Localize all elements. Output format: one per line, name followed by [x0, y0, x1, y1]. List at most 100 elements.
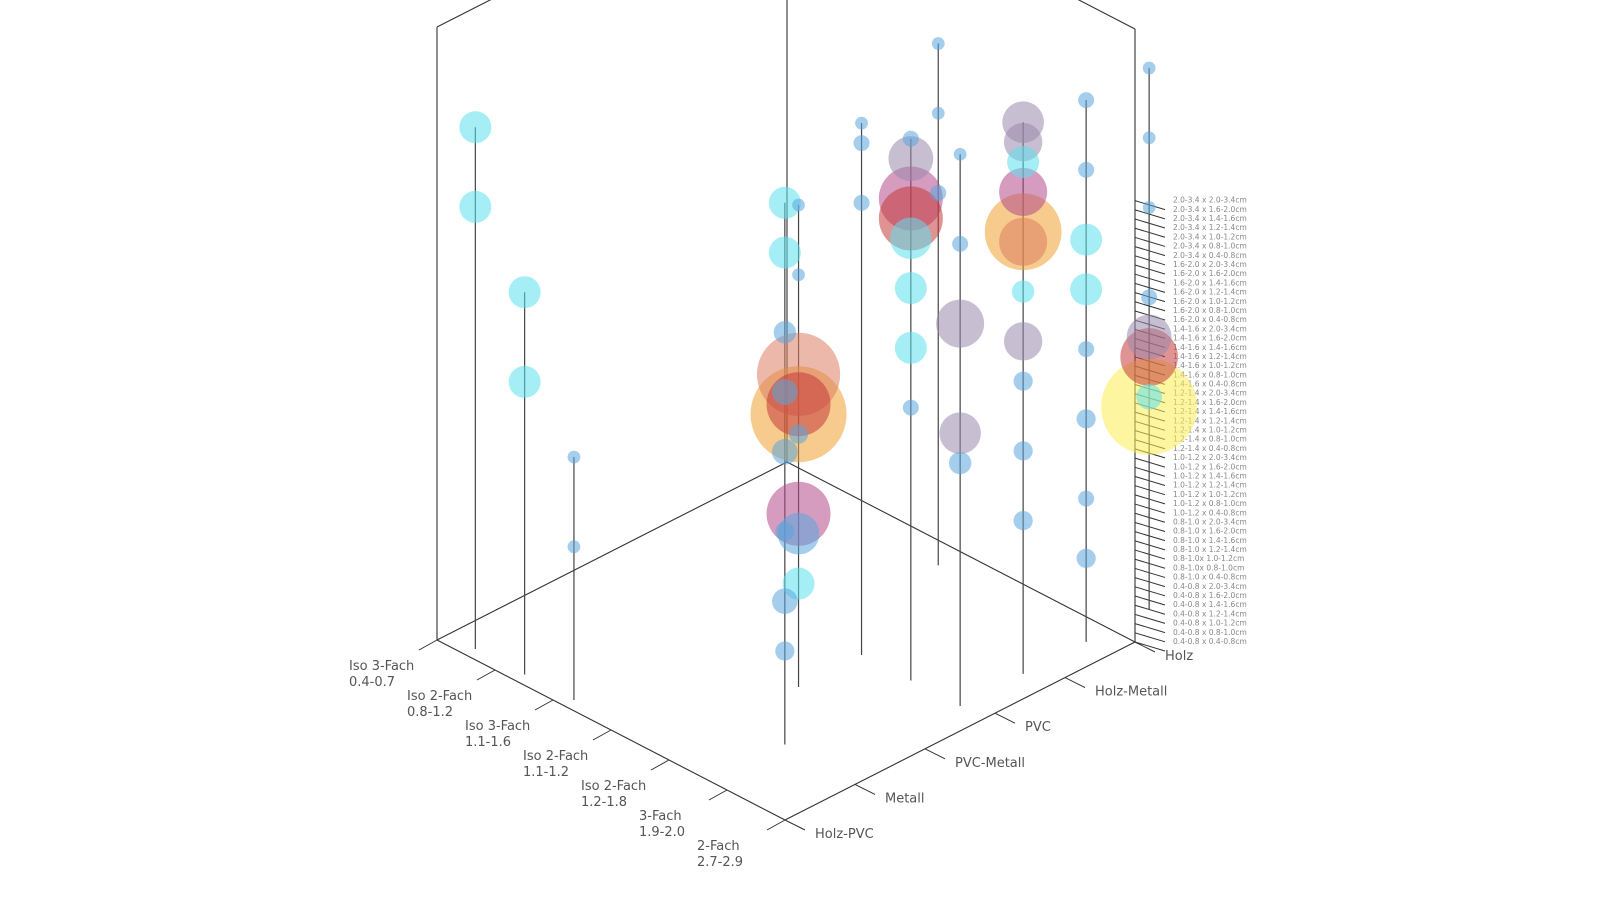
z-tick	[1134, 273, 1166, 284]
z-tick	[1134, 218, 1166, 229]
z-tick-label: 0.8-1.0 x 1.6-2.0cm	[1173, 527, 1247, 536]
z-tick-label: 0.4-0.8 x 2.0-3.4cm	[1173, 582, 1247, 591]
z-tick-label: 0.8-1.0 x 1.4-1.6cm	[1173, 536, 1247, 545]
bubble-point	[902, 130, 919, 147]
bubble-point	[931, 37, 945, 50]
z-tick-label: 1.0-1.2 x 0.8-1.0cm	[1173, 499, 1247, 508]
bubble-point	[773, 321, 797, 344]
bubble-point	[1013, 441, 1033, 461]
x-tick	[708, 789, 728, 801]
bubble-point	[1126, 314, 1172, 360]
y-tick-label: Holz-PVC	[815, 827, 874, 842]
box-edge-3	[786, 461, 1136, 643]
z-tick-label: 0.8-1.0 x 1.2-1.4cm	[1173, 545, 1247, 554]
z-tick-label: 1.4-1.6 x 1.6-2.0cm	[1173, 334, 1247, 343]
z-tick-label: 1.2-1.4 x 1.2-1.4cm	[1173, 416, 1247, 425]
z-tick-label: 1.4-1.6 x 1.0-1.2cm	[1173, 361, 1247, 370]
bubble-point	[1078, 341, 1095, 358]
x-tick-label: Iso 2-Fach 0.8-1.2	[407, 689, 472, 720]
z-tick-label: 0.4-0.8 x 1.0-1.2cm	[1173, 619, 1247, 628]
z-tick-label: 1.6-2.0 x 1.2-1.4cm	[1173, 288, 1247, 297]
z-tick-label: 2.0-3.4 x 1.4-1.6cm	[1173, 214, 1247, 223]
bubble-point	[999, 217, 1048, 266]
bubble-point	[1142, 201, 1156, 214]
y-tick-label: Holz-Metall	[1095, 685, 1167, 700]
z-tick-label: 1.4-1.6 x 1.4-1.6cm	[1173, 343, 1247, 352]
z-tick-label: 1.6-2.0 x 0.4-0.8cm	[1173, 315, 1247, 324]
bubble-point	[890, 217, 932, 260]
y-tick-label: Metall	[885, 791, 925, 806]
z-tick	[1134, 531, 1166, 542]
bubbles	[459, 37, 1198, 661]
bubble-point	[931, 106, 945, 120]
z-tick-label: 1.4-1.6 x 0.8-1.0cm	[1173, 370, 1247, 379]
z-tick-label: 1.6-2.0 x 0.8-1.0cm	[1173, 306, 1247, 315]
bubble-point	[1011, 280, 1035, 303]
z-tick	[1134, 494, 1166, 505]
z-tick-label: 1.0-1.2 x 1.6-2.0cm	[1173, 462, 1247, 471]
bubble-point	[888, 136, 934, 182]
x-tick-label: Iso 3-Fach 0.4-0.7	[349, 659, 414, 690]
bubble-point	[772, 379, 798, 405]
bubble-point	[788, 424, 809, 444]
z-tick	[1134, 623, 1166, 634]
bubble-point	[855, 116, 868, 130]
y-tick	[924, 748, 946, 760]
bubble-point	[936, 299, 985, 348]
z-tick	[1134, 577, 1166, 588]
bubble-point	[768, 236, 801, 269]
y-tick	[994, 712, 1016, 724]
z-tick-label: 2.0-3.4 x 1.0-1.2cm	[1173, 232, 1247, 241]
x-tick	[476, 669, 496, 681]
z-tick	[1134, 227, 1166, 238]
bubble-point	[508, 276, 541, 309]
z-tick	[1134, 641, 1166, 652]
z-tick-label: 1.2-1.4 x 1.6-2.0cm	[1173, 398, 1247, 407]
bubble-point	[853, 194, 870, 211]
z-tick	[1134, 521, 1166, 532]
z-tick	[1134, 301, 1166, 312]
bubble-point	[775, 641, 795, 661]
y-tick	[854, 783, 876, 795]
z-tick-label: 0.4-0.8 x 1.6-2.0cm	[1173, 591, 1247, 600]
z-tick	[1134, 264, 1166, 275]
bubble-point	[792, 268, 805, 282]
x-tick	[534, 699, 554, 711]
y-axis: Holz-PVC Metall PVC-Metall PVC Holz-Metall Ho…	[784, 641, 1193, 842]
z-tick	[1134, 503, 1166, 514]
bubble-point	[999, 167, 1048, 216]
box-edge-2	[436, 461, 788, 641]
bubble-point	[1078, 161, 1095, 178]
z-tick-label: 0.8-1.0 x 0.4-0.8cm	[1173, 573, 1247, 582]
z-tick	[1134, 236, 1166, 247]
bubble-point	[775, 521, 795, 542]
bubble-point	[1142, 131, 1156, 145]
bubble-point	[1078, 490, 1095, 507]
z-tick-label: 1.6-2.0 x 1.0-1.2cm	[1173, 297, 1247, 306]
z-tick	[1134, 512, 1166, 523]
bubble-point	[853, 135, 870, 152]
bubble-point	[953, 147, 967, 161]
z-tick	[1134, 540, 1166, 551]
bubble-point	[1070, 273, 1103, 306]
bubble-point	[1141, 289, 1158, 306]
z-tick-label: 1.0-1.2 x 0.4-0.8cm	[1173, 508, 1247, 517]
z-tick	[1134, 604, 1166, 615]
box-edge-8	[1077, 0, 1136, 30]
x-tick	[592, 729, 612, 741]
z-tick-label: 0.8-1.0 x 2.0-3.4cm	[1173, 517, 1247, 526]
bubble-point	[939, 412, 981, 454]
x-tick	[650, 759, 670, 771]
bubble-point	[902, 399, 919, 416]
y-tick-label: PVC-Metall	[955, 756, 1025, 771]
z-tick	[1134, 549, 1166, 560]
x-tick-label: Iso 2-Fach 1.2-1.8	[581, 779, 646, 810]
bubble-point	[1142, 61, 1156, 75]
z-tick-label: 1.0-1.2 x 2.0-3.4cm	[1173, 453, 1247, 462]
z-tick-label: 1.2-1.4 x 1.4-1.6cm	[1173, 407, 1247, 416]
z-tick	[1134, 209, 1166, 220]
bubble-point	[1136, 384, 1162, 410]
bubble-point	[1007, 146, 1040, 179]
